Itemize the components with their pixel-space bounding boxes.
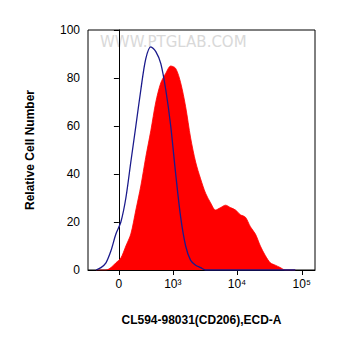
svg-text:Relative Cell Number: Relative Cell Number	[23, 90, 37, 210]
svg-text:80: 80	[67, 71, 81, 85]
svg-text:10³: 10³	[164, 277, 181, 291]
svg-text:100: 100	[60, 23, 80, 37]
svg-text:0: 0	[116, 277, 123, 291]
svg-text:20: 20	[67, 215, 81, 229]
svg-text:WWW.PTGLAB.COM: WWW.PTGLAB.COM	[100, 33, 247, 51]
svg-text:10⁴: 10⁴	[228, 277, 247, 291]
svg-text:0: 0	[73, 263, 80, 277]
svg-text:10⁵: 10⁵	[293, 277, 311, 291]
svg-text:40: 40	[67, 167, 81, 181]
svg-text:CL594-98031(CD206),ECD-A: CL594-98031(CD206),ECD-A	[121, 313, 281, 327]
svg-text:60: 60	[67, 119, 81, 133]
